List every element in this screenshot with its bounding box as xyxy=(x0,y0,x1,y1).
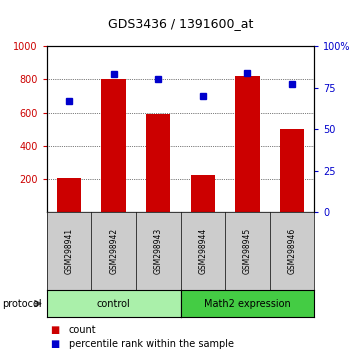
Text: GDS3436 / 1391600_at: GDS3436 / 1391600_at xyxy=(108,17,253,30)
Text: percentile rank within the sample: percentile rank within the sample xyxy=(69,339,234,349)
Text: count: count xyxy=(69,325,96,335)
Text: ■: ■ xyxy=(51,325,60,335)
Text: Math2 expression: Math2 expression xyxy=(204,298,291,309)
Bar xyxy=(146,114,170,212)
Text: control: control xyxy=(97,298,131,309)
Text: protocol: protocol xyxy=(2,298,42,309)
Text: GSM298945: GSM298945 xyxy=(243,228,252,274)
Bar xyxy=(235,76,260,212)
Text: GSM298946: GSM298946 xyxy=(287,228,296,274)
Bar xyxy=(279,129,304,212)
Text: ■: ■ xyxy=(51,339,60,349)
Text: GSM298943: GSM298943 xyxy=(154,228,163,274)
Bar xyxy=(191,175,215,212)
Text: GSM298942: GSM298942 xyxy=(109,228,118,274)
Text: GSM298944: GSM298944 xyxy=(198,228,207,274)
Bar xyxy=(57,178,82,212)
Text: GSM298941: GSM298941 xyxy=(65,228,74,274)
Bar xyxy=(101,79,126,212)
